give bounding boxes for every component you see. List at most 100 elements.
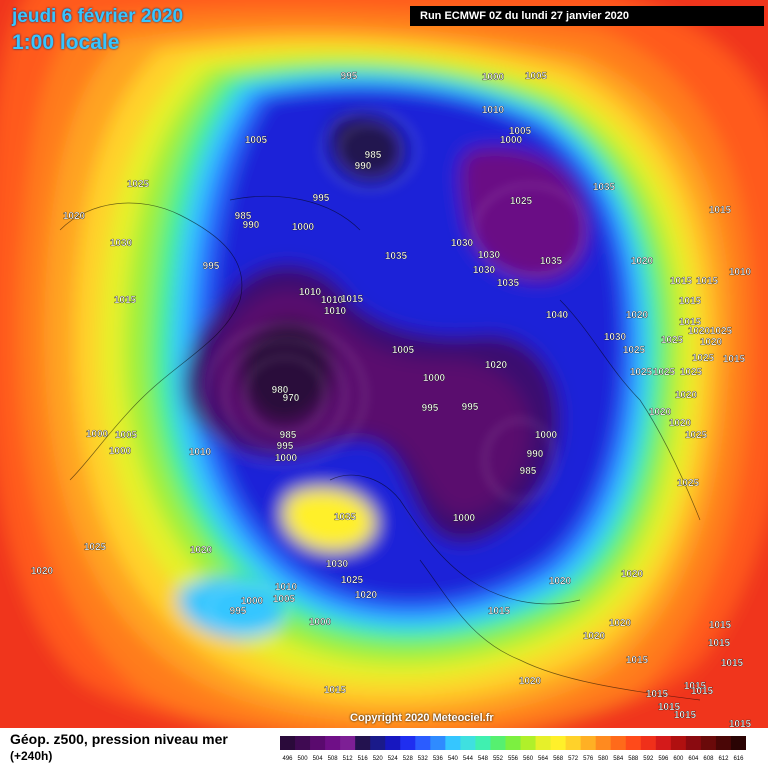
pressure-label: 1025 — [680, 367, 703, 378]
scale-swatch — [430, 736, 446, 750]
scale-swatch — [280, 736, 296, 750]
pressure-label: 1025 — [510, 196, 533, 207]
scale-tick-label: 504 — [313, 756, 324, 762]
scale-tick-label: 616 — [733, 756, 744, 762]
scale-swatch — [670, 736, 687, 750]
scale-tick-label: 548 — [478, 756, 489, 762]
pressure-label: 1030 — [451, 238, 474, 249]
scale-swatch — [550, 736, 567, 750]
pressure-label: 1020 — [631, 256, 654, 267]
scale-swatch — [445, 736, 461, 750]
scale-tick-label: 596 — [658, 756, 669, 762]
pressure-label: 1020 — [621, 569, 644, 580]
pressure-label: 1000 — [535, 430, 558, 441]
pressure-label: 990 — [355, 161, 372, 172]
pressure-label: 1015 — [324, 685, 347, 696]
pressure-label: 1010 — [321, 295, 344, 306]
pressure-label: 1025 — [623, 345, 646, 356]
scale-swatch — [415, 736, 431, 750]
scale-swatch — [460, 736, 476, 750]
pressure-label: 1035 — [385, 251, 408, 262]
pressure-label: 1020 — [700, 337, 723, 348]
pressure-label: 980 — [272, 385, 289, 396]
pressure-label: 995 — [203, 261, 220, 272]
pressure-label: 970 — [283, 393, 300, 404]
scale-swatch — [505, 736, 522, 750]
scale-tick-label: 496 — [283, 756, 294, 762]
isobars — [204, 109, 586, 631]
pressure-label: 1005 — [509, 126, 532, 137]
pressure-label: 1020 — [609, 618, 632, 629]
pressure-label: 1000 — [275, 453, 298, 464]
pressure-label: 1020 — [626, 310, 649, 321]
pressure-label: 1035 — [540, 256, 563, 267]
footer-bar: Géop. z500, pression niveau mer (+240h) … — [0, 728, 768, 768]
scale-tick-label: 576 — [583, 756, 594, 762]
pressure-label: 1020 — [485, 360, 508, 371]
pressure-label: 1015 — [684, 681, 707, 692]
pressure-label: 985 — [235, 211, 252, 222]
pressure-label: 1020 — [63, 211, 86, 222]
pressure-label: 1020 — [31, 566, 54, 577]
pressure-label: 995 — [230, 606, 247, 617]
scale-swatch — [610, 736, 627, 750]
pressure-label: 995 — [313, 193, 330, 204]
copyright-notice: Copyright 2020 Meteociel.fr — [350, 712, 494, 724]
scale-swatch — [295, 736, 311, 750]
pressure-label: 985 — [365, 150, 382, 161]
pressure-label: 1025 — [692, 353, 715, 364]
pressure-label: 1030 — [326, 559, 349, 570]
pressure-label: 1035 — [334, 512, 357, 523]
pressure-label: 1000 — [309, 617, 332, 628]
pressure-label: 1010 — [299, 287, 322, 298]
scale-swatch — [310, 736, 326, 750]
pressure-label: 1015 — [721, 658, 744, 669]
pressure-label: 1030 — [473, 265, 496, 276]
geopotential-map: 995 1000 100510101005985100510009901025995… — [0, 0, 768, 728]
pressure-label: 1025 — [685, 430, 708, 441]
scale-swatch — [325, 736, 341, 750]
pressure-label: 1025 — [341, 575, 364, 586]
pressure-label: 1025 — [710, 326, 733, 337]
pressure-label: 1015 — [696, 276, 719, 287]
scale-swatch — [535, 736, 552, 750]
scale-swatch — [655, 736, 672, 750]
pressure-label: 1010 — [275, 582, 298, 593]
pressure-label: 990 — [527, 449, 544, 460]
scale-tick-label: 552 — [493, 756, 504, 762]
scale-tick-label: 544 — [463, 756, 474, 762]
scale-swatch — [625, 736, 642, 750]
pressure-label: 990 — [243, 220, 260, 231]
pressure-label: 1030 — [604, 332, 627, 343]
z500-color-field — [0, 0, 768, 728]
scale-swatch — [730, 736, 746, 750]
pressure-label: 1000 — [453, 513, 476, 524]
pressure-label: 1000 — [292, 222, 315, 233]
pressure-label: 995 — [341, 71, 358, 82]
scale-tick-label: 592 — [643, 756, 654, 762]
pressure-label: 1035 — [497, 278, 520, 289]
scale-swatch — [490, 736, 506, 750]
coastlines — [59, 195, 701, 701]
scale-swatch — [685, 736, 702, 750]
scale-tick-label: 580 — [598, 756, 609, 762]
scale-tick-label: 524 — [388, 756, 399, 762]
scale-swatch — [640, 736, 657, 750]
scale-swatch — [520, 736, 537, 750]
pressure-label: 1040 — [546, 310, 569, 321]
scale-swatch — [475, 736, 491, 750]
pressure-label: 1005 — [392, 345, 415, 356]
scale-swatch — [700, 736, 717, 750]
scale-swatch — [580, 736, 597, 750]
forecast-time: 1:00 locale — [12, 31, 120, 54]
pressure-label: 1010 — [482, 105, 505, 116]
pressure-label: 1015 — [674, 710, 697, 721]
pressure-label: 1005 — [273, 594, 296, 605]
pressure-label: 1020 — [355, 590, 378, 601]
pressure-label: 1025 — [653, 367, 676, 378]
pressure-label: 1015 — [341, 294, 364, 305]
pressure-label: 1000 — [241, 596, 264, 607]
pressure-label: 1015 — [114, 295, 137, 306]
scale-swatch — [370, 736, 386, 750]
pressure-label: 1000 — [109, 446, 132, 457]
